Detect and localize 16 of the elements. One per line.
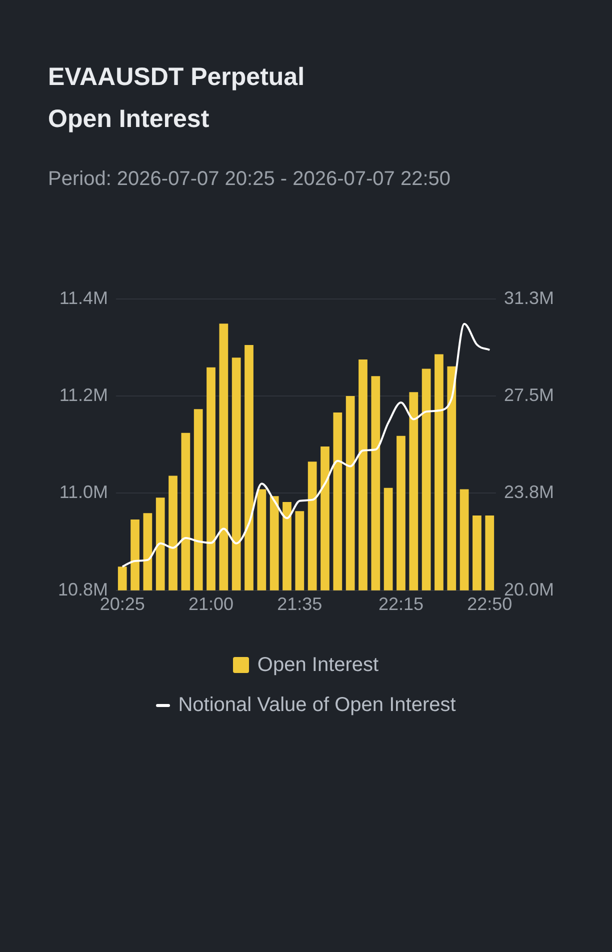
x-tick-label: 20:25 [100, 594, 145, 614]
y-tick-label: 11.4M [59, 288, 108, 308]
chart-subtitle: Period: 2026-07-07 20:25 - 2026-07-07 22:50 [48, 168, 451, 191]
x-tick-label: 22:50 [467, 594, 512, 614]
legend-label: Open Interest [257, 654, 379, 676]
legend-label: Notional Value of Open Interest [178, 694, 456, 716]
x-tick-label: 22:15 [378, 594, 424, 614]
x-tick-label: 21:35 [277, 594, 322, 614]
x-tick-label: 21:00 [188, 594, 234, 614]
line-series [121, 322, 491, 568]
y2-tick-label: 31.3M [504, 288, 554, 308]
y-tick-label: 11.0M [59, 482, 108, 502]
chart-title: EVAAUSDT Perpetual Open Interest [48, 62, 305, 135]
y2-tick-label: 27.5M [504, 385, 554, 406]
y-tick-label: 11.2M [59, 384, 108, 405]
y2-tick-label: 23.8M [504, 482, 554, 502]
